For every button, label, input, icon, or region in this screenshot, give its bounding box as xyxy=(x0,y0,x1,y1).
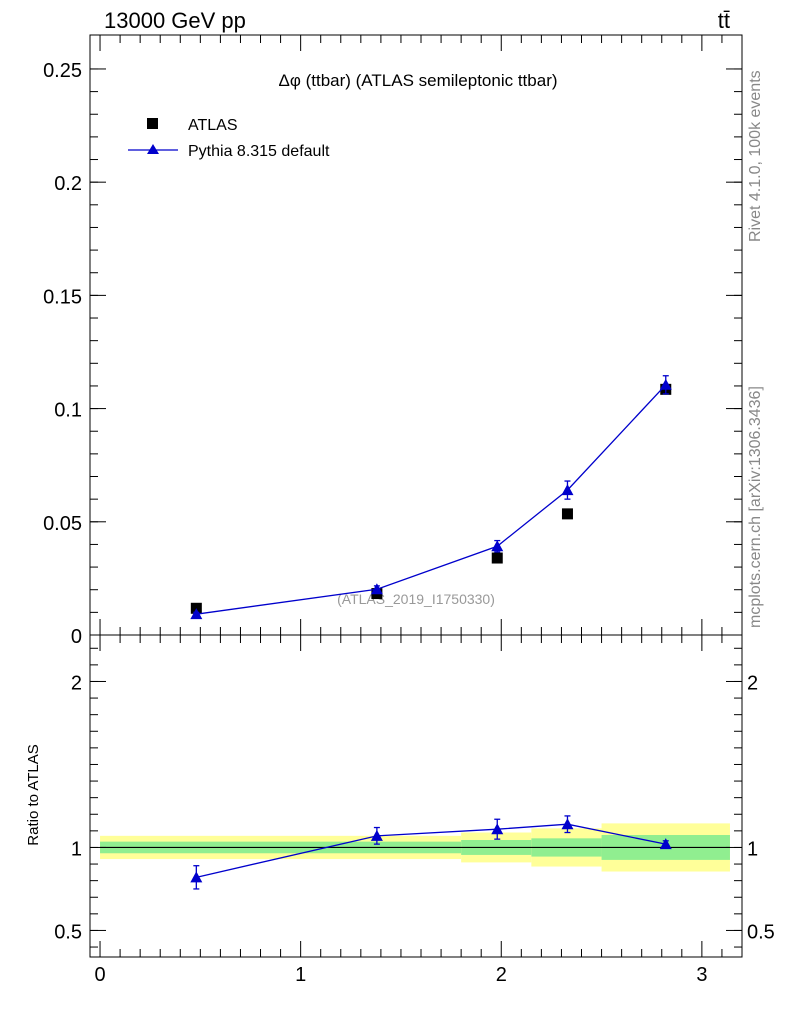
ratio-y-tick-label-right: 0.5 xyxy=(747,921,775,943)
ratio-data-point xyxy=(491,823,504,835)
pythia-line xyxy=(196,384,667,615)
energy-label: 13000 GeV pp xyxy=(104,8,246,33)
ratio-y-tick-label-right: 2 xyxy=(747,672,758,694)
pythia-data-point xyxy=(561,484,574,496)
legend-atlas-label: ATLAS xyxy=(188,117,238,134)
ratio-data-point xyxy=(370,829,383,841)
mcplots-label: mcplots.cern.ch [arXiv:1306.3436] xyxy=(747,386,764,628)
legend-mc-label: Pythia 8.315 default xyxy=(188,143,330,160)
rivet-label: Rivet 4.1.0, 100k events xyxy=(747,70,764,242)
pythia-data-point xyxy=(659,378,672,390)
main-data xyxy=(190,375,672,620)
ratio-panel: 0.5 0.5 1 1 2 2 0 1 2 3 Ratio to ATLAS xyxy=(25,634,775,986)
main-panel: Δφ (ttbar) (ATLAS semileptonic ttbar) (A… xyxy=(43,34,743,648)
x-tick-label: 1 xyxy=(295,964,306,986)
main-y-tick-label: 0.1 xyxy=(54,400,82,422)
ratio-data-point xyxy=(561,818,574,830)
x-tick-label: 3 xyxy=(696,964,707,986)
ratio-y-axis: 0.5 0.5 1 1 2 2 xyxy=(54,647,775,948)
analysis-watermark: (ATLAS_2019_I1750330) xyxy=(337,591,495,607)
main-y-axis: 0 0.05 0.1 0.15 0.2 0.25 xyxy=(43,60,742,648)
ratio-y-tick-label: 1 xyxy=(71,838,82,860)
ratio-data-point xyxy=(659,838,672,850)
ratio-data xyxy=(190,815,672,890)
ratio-data-point xyxy=(190,871,203,883)
atlas-data-point xyxy=(561,508,573,520)
ratio-bands xyxy=(100,823,730,872)
plot-title: Δφ (ttbar) (ATLAS semileptonic ttbar) xyxy=(278,71,557,90)
legend-mc-marker xyxy=(147,144,159,154)
x-tick-label: 2 xyxy=(496,964,507,986)
main-x-ticks xyxy=(99,35,743,635)
pythia-data-point xyxy=(370,583,383,595)
pythia-data-point xyxy=(491,540,504,552)
main-y-tick-label: 0 xyxy=(71,626,82,648)
main-y-tick-label: 0.2 xyxy=(54,173,82,195)
main-y-tick-label: 0.25 xyxy=(43,60,82,82)
x-tick-label: 0 xyxy=(94,964,105,986)
ratio-y-tick-label: 0.5 xyxy=(54,921,82,943)
x-axis: 0 1 2 3 xyxy=(94,635,743,986)
main-y-tick-label: 0.05 xyxy=(43,513,82,535)
legend-atlas-marker xyxy=(147,118,158,129)
main-y-tick-label: 0.15 xyxy=(43,286,82,308)
process-label: tt̄ xyxy=(718,8,730,33)
ratio-frame xyxy=(89,634,743,958)
pythia-data-point xyxy=(190,608,203,620)
atlas-data-point xyxy=(491,552,503,564)
ratio-ylabel: Ratio to ATLAS xyxy=(25,744,42,845)
ratio-y-tick-label-right: 1 xyxy=(747,838,758,860)
ratio-y-tick-label: 2 xyxy=(71,672,82,694)
legend: ATLAS Pythia 8.315 default xyxy=(128,117,330,160)
